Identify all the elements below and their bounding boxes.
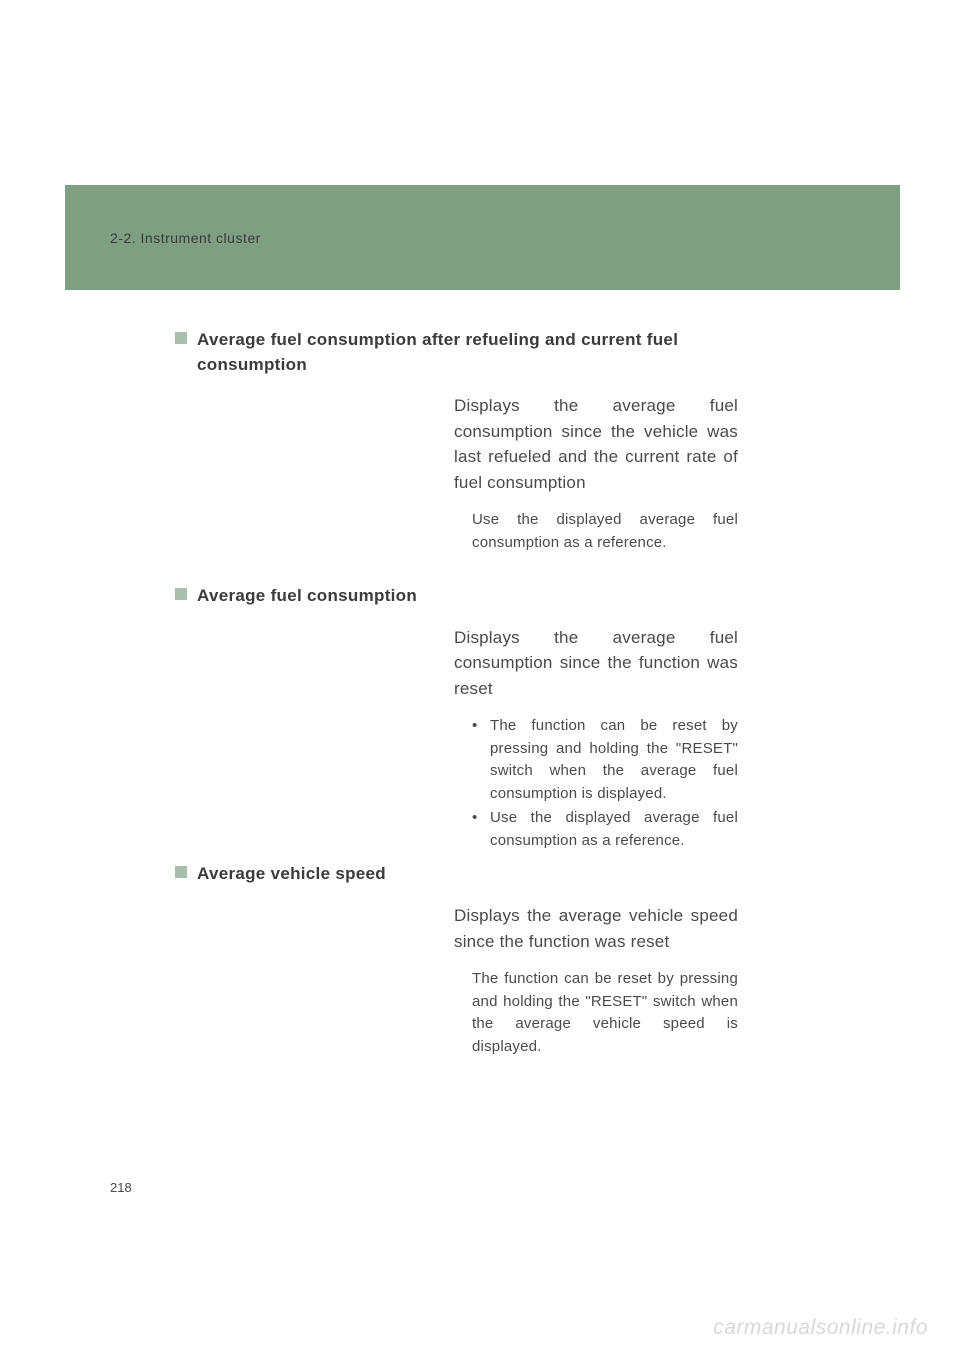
note-text-0: Use the displayed average fuel consumpti… [472, 509, 738, 554]
section-body-1: Displays the average fuel consumption si… [454, 625, 738, 853]
body-text-2: Displays the average vehicle speed since… [454, 903, 738, 954]
page-content: Average fuel consumption after refueling… [110, 328, 730, 1058]
section-body-0: Displays the average fuel consumption si… [454, 393, 738, 554]
section-body-2: Displays the average vehicle speed since… [454, 903, 738, 1058]
square-bullet-icon [175, 866, 187, 878]
body-text-1: Displays the average fuel consumption si… [454, 625, 738, 702]
bullet-list-1: The function can be reset by pressing an… [472, 715, 738, 852]
section-heading-0: Average fuel consumption after refueling… [175, 328, 730, 377]
watermark: carmanualsonline.info [713, 1316, 928, 1340]
heading-text-0: Average fuel consumption after refueling… [197, 328, 730, 377]
section-heading-2: Average vehicle speed [175, 862, 730, 887]
section-heading-1: Average fuel consumption [175, 584, 730, 609]
square-bullet-icon [175, 332, 187, 344]
heading-text-2: Average vehicle speed [197, 862, 386, 887]
page-number: 218 [110, 1180, 132, 1195]
breadcrumb: 2-2. Instrument cluster [110, 230, 261, 246]
bullet-item: The function can be reset by pressing an… [472, 715, 738, 805]
body-text-0: Displays the average fuel consumption si… [454, 393, 738, 495]
note-text-2: The function can be reset by pressing an… [472, 968, 738, 1058]
heading-text-1: Average fuel consumption [197, 584, 417, 609]
bullet-item: Use the displayed average fuel consumpti… [472, 807, 738, 852]
square-bullet-icon [175, 588, 187, 600]
